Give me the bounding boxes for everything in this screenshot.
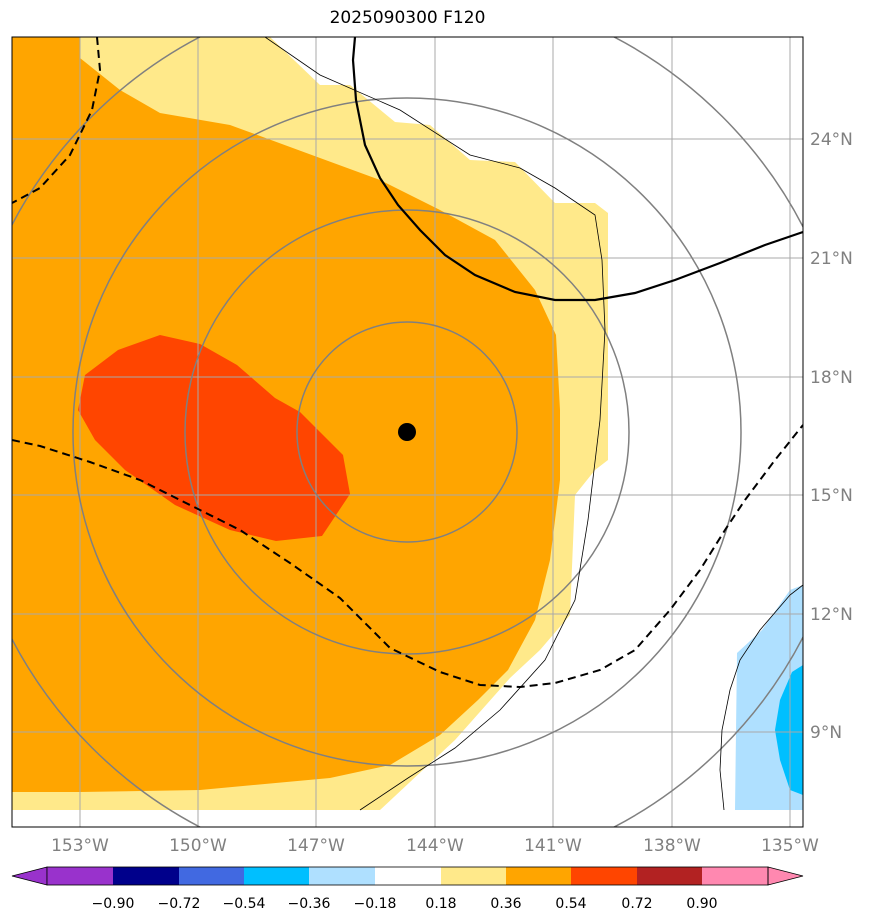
lon-label: 153°W [51, 836, 109, 856]
distance-ring-3 [72, 97, 742, 767]
map-title: 2025090300 F120 [329, 8, 486, 28]
latitude-labels: 24°N 21°N 18°N 15°N 12°N 9°N [810, 130, 853, 743]
colorbar-segment [309, 867, 375, 885]
lon-label: 144°W [406, 836, 464, 856]
longitude-labels: 153°W 150°W 147°W 144°W 141°W 138°W 135°… [51, 836, 819, 856]
lat-label: 9°N [810, 723, 842, 743]
colorbar-label: −0.54 [223, 896, 266, 912]
colorbar-segment [571, 867, 637, 885]
colorbar-segment [375, 867, 441, 885]
colorbar-segment [441, 867, 506, 885]
colorbar-label: 0.90 [686, 896, 717, 912]
dashed-contours [12, 37, 803, 689]
colorbar-extend-right [767, 866, 804, 886]
lon-label: 147°W [287, 836, 345, 856]
lon-label: 135°W [761, 836, 819, 856]
lat-label: 15°N [810, 486, 853, 506]
colorbar-segment [637, 867, 702, 885]
lon-label: 150°W [169, 836, 227, 856]
colorbar-segment [702, 867, 768, 885]
lat-label: 18°N [810, 368, 853, 388]
map-plot-area [12, 37, 803, 827]
lon-label: 141°W [524, 836, 582, 856]
colorbar-label: −0.72 [158, 896, 201, 912]
dashed-contour-northwest [12, 37, 102, 204]
thin-outline-contour [264, 37, 606, 811]
colorbar-label: −0.36 [288, 896, 331, 912]
colorbar-segment [506, 867, 571, 885]
colorbar: −0.90 −0.72 −0.54 −0.36 −0.18 0.18 0.36 … [11, 866, 804, 912]
colorbar-segment [179, 867, 244, 885]
red-orange-fill-region [78, 335, 350, 541]
colorbar-label: 0.18 [425, 896, 456, 912]
lon-label: 138°W [643, 836, 701, 856]
colorbar-label: 0.72 [621, 896, 652, 912]
grid-lines [12, 37, 803, 827]
colorbar-frame [46, 866, 769, 886]
map-frame [11, 36, 804, 828]
lat-label: 24°N [810, 130, 853, 150]
distance-rings [12, 37, 803, 827]
distance-ring-1 [296, 321, 518, 543]
solid-black-contour [351, 37, 803, 302]
storm-center-marker [398, 423, 416, 441]
colorbar-segment [113, 867, 179, 885]
colorbar-label: −0.18 [354, 896, 397, 912]
colorbar-label: −0.90 [92, 896, 135, 912]
distance-ring-2 [184, 209, 630, 655]
colorbar-label: 0.36 [490, 896, 521, 912]
lat-label: 21°N [810, 249, 853, 269]
colorbar-segment [47, 867, 113, 885]
thin-outline-contour-east [719, 584, 803, 811]
blue-fill-region [775, 665, 803, 795]
colorbar-extend-left [11, 866, 48, 886]
colorbar-segment [244, 867, 309, 885]
colorbar-label: 0.54 [555, 896, 586, 912]
dashed-contour-south [12, 424, 803, 689]
lat-label: 12°N [810, 605, 853, 625]
